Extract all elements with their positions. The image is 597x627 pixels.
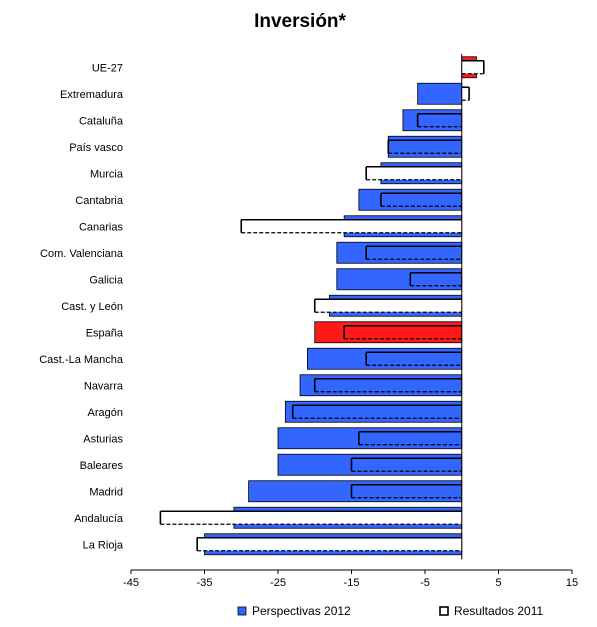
legend-swatch-perspectivas — [237, 606, 247, 616]
bar-perspectivas-2012-cataluna — [402, 109, 463, 132]
x-tick-label: -35 — [197, 577, 213, 589]
legend-label-resultados: Resultados 2011 — [454, 604, 544, 618]
bar-resultados-2011-madrid — [350, 483, 462, 499]
bar-perspectivas-2012-cast-la-mancha — [306, 347, 463, 370]
bar-resultados-2011-cast-la-mancha — [365, 351, 462, 366]
x-tick-label: -25 — [270, 577, 286, 589]
bar-resultados-2011-espana — [343, 324, 462, 340]
category-label-pais-vasco: País vasco — [69, 142, 123, 154]
category-label-andalucia: Andalucía — [74, 513, 124, 525]
bar-resultados-2011-baleares — [350, 457, 462, 472]
bar-perspectivas-2012-navarra — [299, 374, 463, 397]
bar-resultados-2011-cantabria — [380, 192, 462, 207]
x-axis-ticks: -45 -35 -25 -15 -5 5 15 — [123, 570, 578, 589]
category-label-cantabria: Cantabria — [75, 195, 124, 207]
bar-resultados-2011-galicia — [409, 271, 462, 287]
category-label-cast-y-leon: Cast. y León — [61, 301, 123, 313]
bar-resultados-2011-aragon — [291, 404, 462, 419]
bar-resultados-2011-andalucia — [159, 510, 462, 525]
series-resultados-2011 — [159, 59, 485, 552]
bar-resultados-2011-la-rioja — [196, 536, 462, 552]
bar-resultados-2011-ue-27 — [461, 59, 485, 75]
bar-perspectivas-2012-cantabria — [358, 188, 463, 211]
bar-resultados-2011-extremadura — [461, 86, 470, 101]
category-label-ue-27: UE-27 — [92, 62, 123, 74]
x-tick-label: -5 — [420, 577, 430, 589]
x-tick-label: 5 — [495, 577, 501, 589]
category-label-la-rioja: La Rioja — [83, 539, 124, 551]
category-label-canarias: Canarias — [79, 221, 124, 233]
x-tick-label: -15 — [344, 577, 360, 589]
bar-perspectivas-2012-asturias — [277, 427, 463, 450]
bar-perspectivas-2012-espana — [314, 321, 463, 344]
bar-perspectivas-2012-baleares — [277, 453, 463, 476]
chart-title: Inversión* — [254, 11, 346, 32]
legend-swatch-resultados — [439, 606, 449, 616]
bar-resultados-2011-asturias — [358, 430, 462, 446]
category-label-galicia: Galicia — [89, 274, 124, 286]
legend-label-perspectivas: Perspectivas 2012 — [252, 604, 351, 618]
category-label-extremadura: Extremadura — [60, 89, 124, 101]
bar-resultados-2011-murcia — [365, 165, 462, 181]
bar-resultados-2011-cast-y-leon — [313, 298, 462, 313]
bar-perspectivas-2012-extremadura — [417, 82, 463, 105]
x-tick-label: -45 — [123, 577, 139, 589]
category-labels: UE-27 Extremadura Cataluña País vasco Murcia… — [39, 62, 124, 551]
category-label-baleares: Baleares — [80, 460, 124, 472]
bar-perspectivas-2012-galicia — [336, 268, 463, 291]
category-label-navarra: Navarra — [84, 380, 124, 392]
x-tick-label: 15 — [566, 577, 578, 589]
bar-perspectivas-2012-com-valenciana — [336, 241, 463, 264]
category-label-cataluna: Cataluña — [79, 115, 124, 127]
category-label-asturias: Asturias — [83, 433, 123, 445]
category-label-aragon: Aragón — [88, 407, 123, 419]
bar-perspectivas-2012-aragon — [284, 400, 463, 423]
bar-resultados-2011-pais-vasco — [387, 139, 462, 154]
bar-resultados-2011-com-valenciana — [365, 245, 462, 260]
bar-perspectivas-2012-madrid — [248, 480, 463, 503]
category-label-madrid: Madrid — [89, 486, 123, 498]
bar-resultados-2011-cataluna — [416, 112, 462, 128]
category-label-com-valenciana: Com. Valenciana — [40, 248, 124, 260]
bar-resultados-2011-navarra — [313, 377, 462, 393]
bar-resultados-2011-canarias — [240, 218, 462, 234]
bar-perspectivas-2012-pais-vasco — [387, 135, 463, 158]
category-label-murcia: Murcia — [90, 168, 124, 180]
legend: Perspectivas 2012 Resultados 2011 — [237, 604, 544, 618]
category-label-cast-la-mancha: Cast.-La Mancha — [39, 354, 124, 366]
category-label-espana: España — [86, 327, 124, 339]
